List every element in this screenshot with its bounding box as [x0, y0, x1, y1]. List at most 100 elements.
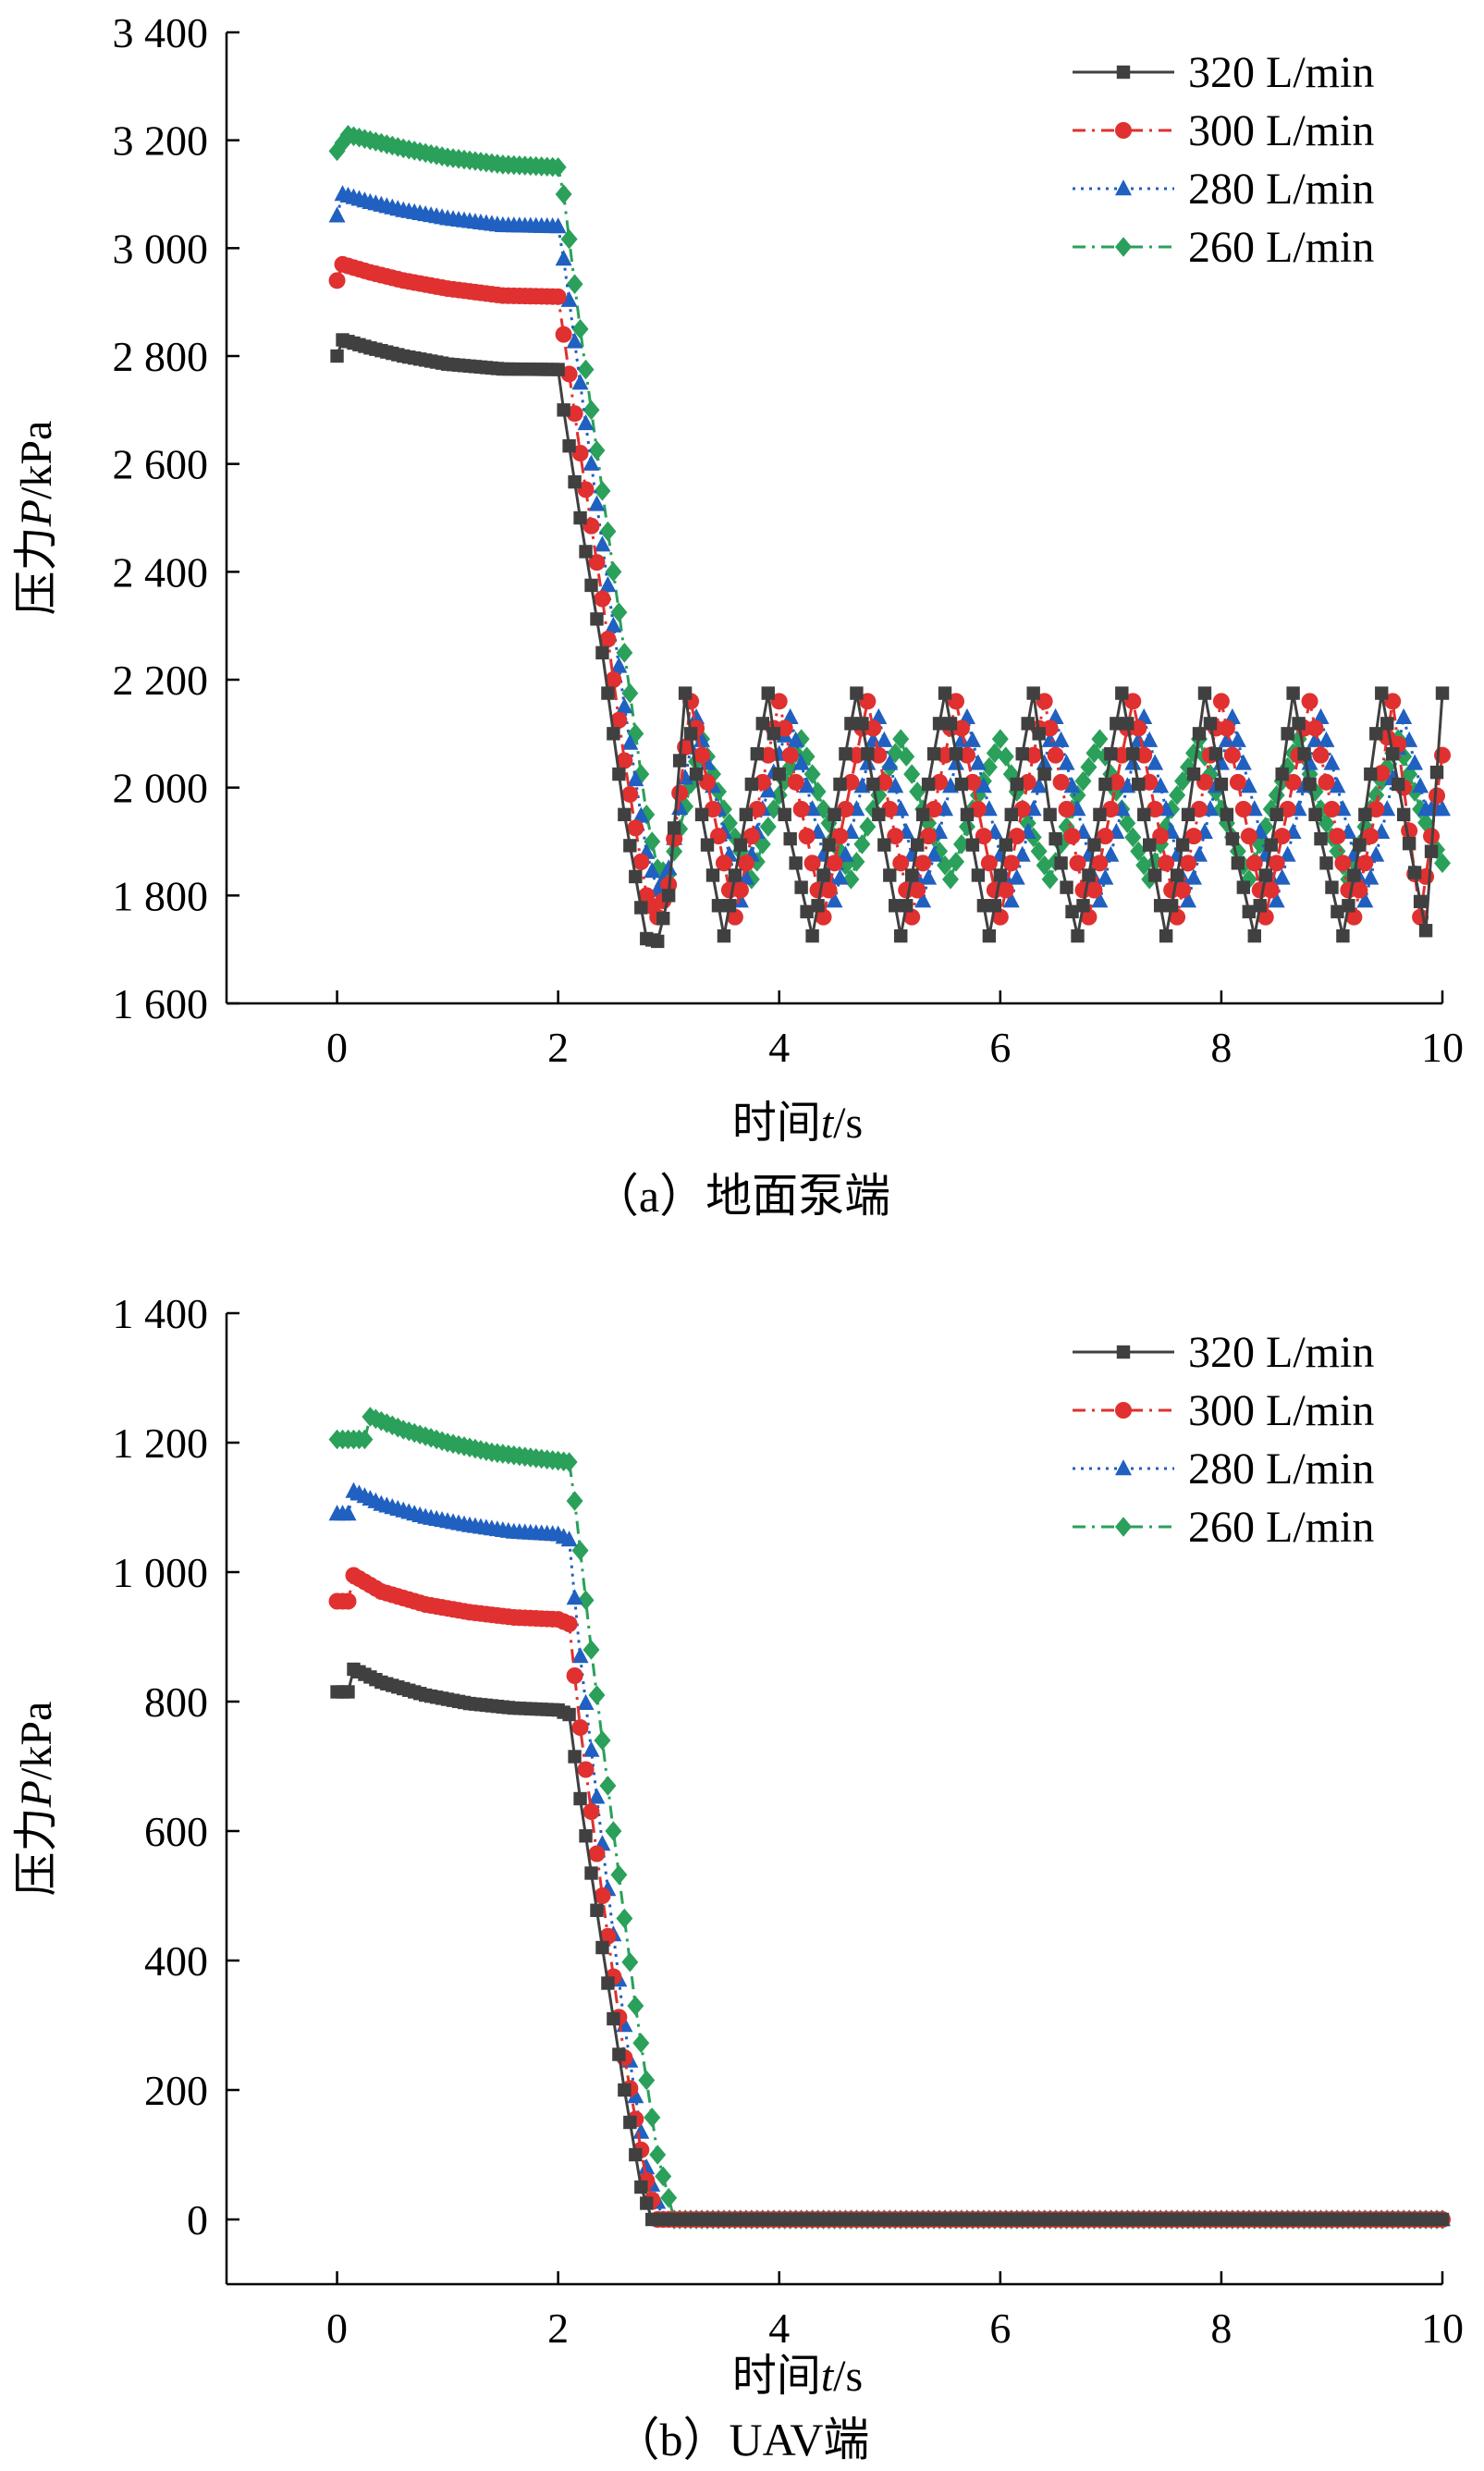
data-point	[571, 1647, 589, 1664]
data-point	[932, 717, 947, 731]
data-point	[792, 754, 810, 770]
data-point	[1019, 773, 1036, 791]
data-point	[781, 756, 799, 778]
legend-marker	[1116, 1345, 1131, 1359]
data-point	[976, 899, 991, 913]
data-point	[1314, 831, 1328, 846]
data-point	[1113, 746, 1131, 764]
data-point	[1032, 727, 1046, 741]
data-point	[573, 510, 587, 525]
data-point	[579, 545, 593, 559]
data-point	[616, 752, 633, 769]
data-point	[1080, 908, 1098, 926]
data-point	[1180, 891, 1197, 908]
data-point	[623, 839, 637, 853]
data-point	[584, 1866, 598, 1880]
data-point	[781, 746, 799, 764]
data-point	[850, 686, 864, 700]
data-point	[765, 799, 782, 819]
data-point	[881, 754, 899, 770]
data-point	[1384, 693, 1402, 710]
x-axis-label: 时间t/s	[732, 1099, 863, 1148]
data-point	[610, 602, 628, 622]
data-point	[699, 773, 717, 791]
data-point	[621, 682, 639, 704]
data-point	[583, 517, 600, 535]
data-point	[980, 756, 998, 778]
data-point	[816, 868, 830, 882]
data-point	[1413, 894, 1428, 909]
data-point	[1008, 828, 1025, 845]
data-point	[975, 777, 992, 793]
data-point	[1192, 727, 1207, 741]
y-axis-label: 压力P/kPa	[12, 421, 61, 616]
data-point	[1036, 693, 1053, 710]
data-point	[616, 1908, 633, 1929]
data-point	[599, 631, 617, 648]
data-point	[1052, 731, 1070, 747]
data-point	[722, 899, 737, 913]
legend-marker	[1115, 1517, 1132, 1537]
data-point	[815, 908, 832, 926]
data-point	[1074, 770, 1092, 792]
data-point	[1319, 856, 1333, 870]
data-point	[571, 319, 589, 339]
data-point	[1323, 754, 1341, 770]
data-point	[627, 819, 644, 837]
data-point	[566, 405, 583, 423]
series-320-l-min	[330, 333, 1450, 949]
data-point	[1364, 767, 1378, 781]
data-point	[737, 854, 754, 872]
data-point	[798, 777, 816, 793]
data-point	[1013, 801, 1031, 818]
data-point	[1347, 868, 1361, 882]
data-point	[1308, 807, 1322, 822]
data-point	[1275, 767, 1289, 781]
data-point	[1281, 727, 1294, 741]
data-point	[634, 901, 648, 915]
data-point	[1373, 765, 1391, 782]
data-point	[560, 365, 578, 383]
data-point	[1185, 868, 1203, 885]
data-point	[731, 891, 749, 908]
data-point	[1318, 773, 1335, 791]
data-point	[551, 363, 565, 376]
data-point	[866, 777, 880, 792]
x-tick-label: 0	[326, 1024, 348, 1071]
data-point	[833, 777, 847, 792]
data-point	[1097, 828, 1114, 845]
data-point	[629, 869, 643, 884]
legend-marker	[1115, 237, 1132, 257]
data-point	[731, 881, 749, 899]
data-point	[1268, 854, 1285, 872]
data-point	[715, 799, 732, 819]
data-point	[560, 1452, 578, 1472]
data-point	[982, 928, 997, 943]
data-point	[607, 727, 620, 741]
series-line	[337, 1573, 1442, 2221]
data-point	[583, 400, 600, 421]
data-point	[705, 868, 720, 882]
data-point	[754, 773, 771, 791]
data-point	[1058, 754, 1075, 770]
x-tick-label: 2	[547, 2305, 569, 2352]
data-point	[689, 767, 704, 781]
data-point	[616, 697, 633, 714]
data-point	[644, 2107, 661, 2128]
x-tick-label: 4	[768, 1024, 790, 1071]
data-point	[1234, 801, 1252, 818]
data-point	[904, 868, 919, 882]
data-point	[661, 889, 676, 903]
y-tick-label: 2 200	[113, 657, 209, 704]
data-point	[1147, 754, 1164, 770]
y-tick-label: 2 600	[113, 441, 209, 488]
y-tick-label: 3 200	[113, 117, 209, 165]
data-point	[1170, 868, 1184, 882]
data-point	[1247, 928, 1261, 943]
data-point	[1318, 813, 1335, 833]
data-point	[1353, 838, 1367, 852]
legend-label: 260 L/min	[1188, 1503, 1374, 1552]
data-point	[627, 2087, 644, 2104]
legend-label: 280 L/min	[1188, 1444, 1374, 1494]
data-point	[356, 1429, 374, 1450]
